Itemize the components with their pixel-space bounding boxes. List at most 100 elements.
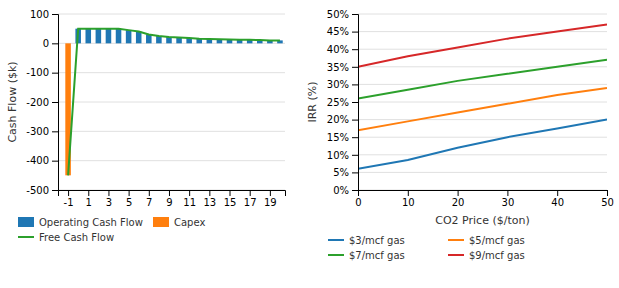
- axis-line: [59, 191, 286, 197]
- tick-mark: [408, 190, 409, 196]
- plot-area: [65, 29, 282, 176]
- tick-mark: [352, 155, 358, 156]
- tick-label: -300: [26, 126, 49, 137]
- tick-mark: [557, 190, 558, 196]
- y-tick: 30%: [327, 79, 358, 90]
- y-tick: 40%: [327, 44, 358, 55]
- bar: [136, 43, 142, 44]
- bar: [227, 43, 233, 44]
- tick-mark: [88, 190, 89, 196]
- y-tick: -500: [26, 185, 58, 196]
- grid-line: [58, 131, 285, 132]
- tick-mark: [352, 120, 358, 121]
- tick-mark: [352, 190, 358, 191]
- axis-line: [52, 15, 59, 191]
- grid-line: [358, 31, 607, 32]
- tick-mark: [52, 102, 58, 103]
- tick-mark: [352, 172, 358, 173]
- tick-label: 5: [126, 197, 132, 208]
- tick-label: 40%: [327, 44, 349, 55]
- x-tick: 20: [452, 190, 465, 208]
- legend-item: $5/mcf gas: [448, 235, 525, 246]
- x-tick: 11: [183, 190, 196, 208]
- bar: [85, 29, 91, 44]
- tick-label: 25%: [327, 97, 349, 108]
- y-tick: 50%: [327, 9, 358, 20]
- tick-label: 15: [224, 197, 237, 208]
- tick-label: 45%: [327, 26, 349, 37]
- legend-label: $5/mcf gas: [469, 235, 525, 246]
- y-tick: -100: [26, 67, 58, 78]
- legend: Operating Cash FlowCapexFree Cash Flow: [18, 217, 205, 243]
- y-tick: 0%: [333, 185, 358, 196]
- chart: 010203040500%5%10%15%20%25%30%35%40%45%5…: [306, 9, 614, 261]
- x-tick: 17: [244, 190, 257, 208]
- x-tick: 0: [355, 190, 361, 208]
- bar: [217, 43, 223, 44]
- grid-line: [358, 14, 607, 15]
- bar: [267, 43, 273, 44]
- tick-mark: [458, 190, 459, 196]
- y-tick: 5%: [333, 167, 358, 178]
- tick-label: 100: [30, 9, 49, 20]
- tick-mark: [352, 137, 358, 138]
- tick-label: 20: [452, 197, 465, 208]
- tick-mark: [52, 161, 58, 162]
- tick-mark: [189, 190, 190, 196]
- tick-mark: [52, 14, 58, 15]
- bar: [126, 43, 132, 44]
- x-tick: 19: [264, 190, 277, 208]
- x-tick: 40: [551, 190, 564, 208]
- y-tick: 35%: [327, 62, 358, 73]
- y-tick: 25%: [327, 97, 358, 108]
- tick-label: 10%: [327, 150, 349, 161]
- tick-mark: [352, 102, 358, 103]
- tick-label: 17: [244, 197, 257, 208]
- grid: [358, 14, 607, 190]
- legend-item: Operating Cash Flow: [18, 217, 143, 228]
- bar: [237, 43, 243, 44]
- tick-mark: [250, 190, 251, 196]
- grid-line: [358, 102, 607, 103]
- bar: [146, 35, 152, 44]
- grid-line: [358, 154, 607, 155]
- grid-line: [358, 84, 607, 85]
- grid: [58, 14, 285, 190]
- y-tick: 10%: [327, 150, 358, 161]
- bar: [116, 43, 122, 44]
- axis-line: [359, 191, 608, 197]
- legend-label: $9/mcf gas: [469, 250, 525, 261]
- bar: [116, 29, 122, 44]
- bar: [96, 29, 102, 44]
- legend-swatch: [18, 236, 34, 238]
- tick-label: 3: [106, 197, 112, 208]
- tick-mark: [352, 67, 358, 68]
- legend-item: $9/mcf gas: [448, 250, 525, 261]
- bar: [207, 43, 213, 44]
- line: [358, 88, 607, 130]
- x-axis: 01020304050: [355, 190, 614, 208]
- bar: [176, 43, 182, 44]
- grid-line: [358, 119, 607, 120]
- tick-mark: [352, 32, 358, 33]
- chart: -11357911131517191000-100-200-300-400-50…: [6, 9, 286, 243]
- tick-mark: [129, 190, 130, 196]
- bar: [186, 43, 192, 44]
- x-tick: 15: [224, 190, 237, 208]
- legend-swatch: [328, 239, 344, 241]
- x-tick: 5: [126, 190, 132, 208]
- tick-label: 0%: [333, 185, 349, 196]
- legend-label: Capex: [174, 217, 205, 228]
- legend-item: $3/mcf gas: [328, 235, 405, 246]
- legend-item: Capex: [153, 217, 205, 228]
- legend-label: $3/mcf gas: [349, 235, 405, 246]
- legend-swatch: [328, 254, 344, 256]
- bar: [196, 43, 202, 44]
- x-tick: 1: [86, 190, 92, 208]
- tick-label: 20%: [327, 114, 349, 125]
- tick-mark: [352, 14, 358, 15]
- tick-mark: [270, 190, 271, 196]
- tick-mark: [52, 131, 58, 132]
- tick-mark: [507, 190, 508, 196]
- tick-mark: [352, 84, 358, 85]
